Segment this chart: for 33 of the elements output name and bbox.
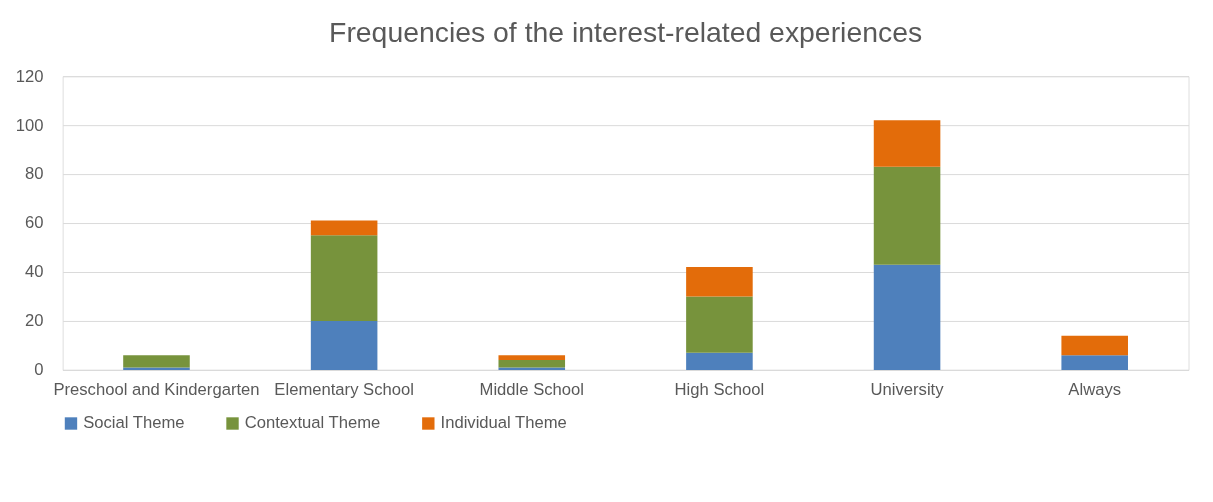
bar: [310, 235, 378, 321]
bar: [498, 360, 566, 368]
y-tick-label: 20: [25, 311, 44, 331]
bar: [686, 352, 753, 370]
legend-label: Contextual Theme: [244, 413, 381, 433]
bar: [686, 296, 753, 353]
bar: [310, 320, 378, 370]
bar: [873, 120, 941, 167]
bar: [123, 355, 190, 368]
bar: [498, 355, 566, 361]
legend-label: Individual Theme: [440, 413, 567, 433]
legend-label: Social Theme: [83, 413, 185, 433]
x-tick-label: Preschool and Kindergarten: [53, 379, 260, 399]
y-tick-label: 80: [25, 164, 44, 184]
bar: [498, 367, 566, 370]
x-tick-label: University: [870, 379, 945, 399]
bar: [310, 220, 378, 236]
bar: [873, 264, 941, 370]
y-tick-label: 120: [15, 66, 44, 86]
x-tick-label: High School: [674, 379, 765, 399]
x-tick-label: Always: [1068, 379, 1122, 399]
chart-title: Frequencies of the interest-related experiences: [329, 15, 923, 48]
y-tick-label: 100: [15, 115, 44, 135]
bar: [873, 166, 941, 265]
y-tick-label: 60: [25, 213, 44, 233]
x-tick-label: Elementary School: [274, 379, 414, 399]
bar: [1061, 355, 1128, 370]
y-tick-label: 0: [34, 360, 44, 380]
y-tick-label: 40: [25, 262, 44, 282]
bar: [123, 367, 190, 370]
bar: [686, 267, 753, 297]
x-tick-label: Middle School: [479, 379, 584, 399]
bar: [1061, 335, 1128, 356]
